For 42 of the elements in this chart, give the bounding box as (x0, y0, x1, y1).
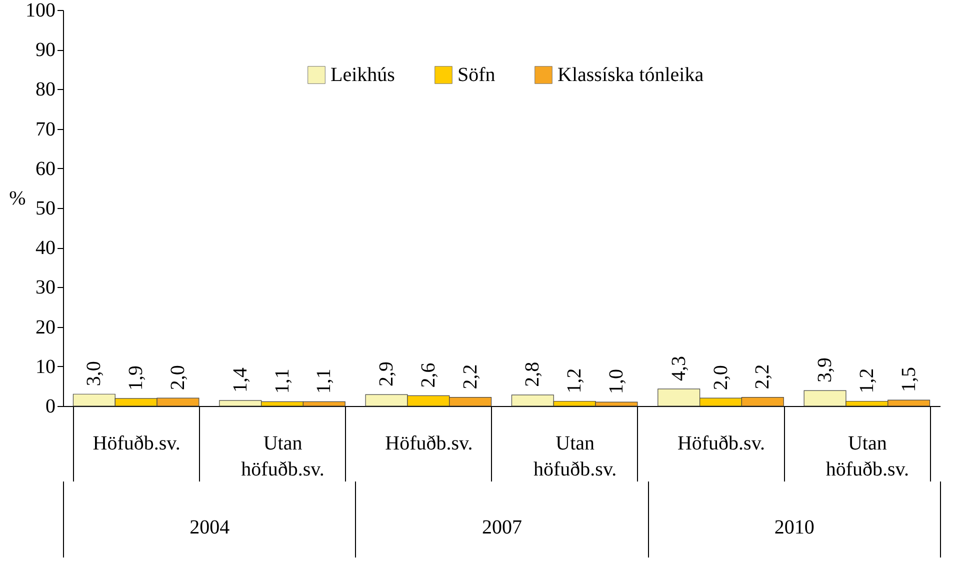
legend-label: Klassíska tónleika (558, 64, 704, 86)
x-tick-label: Utan höfuðb.sv. (826, 432, 909, 480)
data-label: 2,2 (752, 364, 774, 390)
y-tick-label: 30 (36, 276, 56, 299)
text: 2007 (482, 516, 522, 538)
data-label: 4,3 (668, 356, 690, 381)
y-tick-label: 80 (36, 78, 56, 101)
legend-label: Söfn (458, 64, 496, 86)
y-tick-label: 40 (36, 237, 56, 260)
data-label: 2,0 (166, 365, 189, 390)
y-axis-title: % (9, 188, 26, 210)
data-label: 3,0 (83, 361, 106, 386)
data-label: 1,2 (856, 368, 878, 394)
text: 2010 (774, 516, 814, 538)
y-tick-label: 10 (36, 356, 56, 378)
data-label: 1,1 (271, 368, 294, 394)
x-tick-label: Utan höfuðb.sv. (534, 432, 617, 480)
y-tick-label: 20 (36, 316, 56, 338)
x-tick-label: Höfuðb.sv. (92, 432, 180, 454)
x-tick-label: Höfuðb.sv. (677, 432, 766, 454)
y-tick-label: 100 (26, 0, 56, 22)
y-tick-label: 0 (46, 396, 56, 418)
data-label: 2,9 (376, 362, 398, 387)
y-tick-label: 50 (36, 198, 56, 220)
x-tick-label: Utan höfuðb.sv. (241, 432, 324, 480)
data-label: 1,0 (605, 369, 628, 394)
data-label: 1,1 (313, 368, 336, 394)
data-label: 2,0 (710, 365, 732, 390)
data-label: 2,2 (459, 364, 482, 390)
data-label: 1,2 (564, 368, 586, 394)
text: 2004 (190, 516, 230, 538)
x-tick-label: Höfuðb.sv. (385, 432, 473, 454)
y-tick-label: 60 (36, 158, 56, 180)
data-label: 2,8 (522, 362, 544, 387)
data-label: 1,4 (229, 367, 252, 392)
data-label: 2,6 (417, 362, 440, 388)
y-tick-label: 90 (36, 39, 56, 62)
data-label: 3,9 (814, 358, 836, 383)
y-tick-label: 70 (36, 118, 56, 140)
data-label: 1,9 (125, 365, 148, 390)
legend-label: Leikhús (330, 64, 396, 86)
data-label: 1,5 (898, 367, 920, 392)
